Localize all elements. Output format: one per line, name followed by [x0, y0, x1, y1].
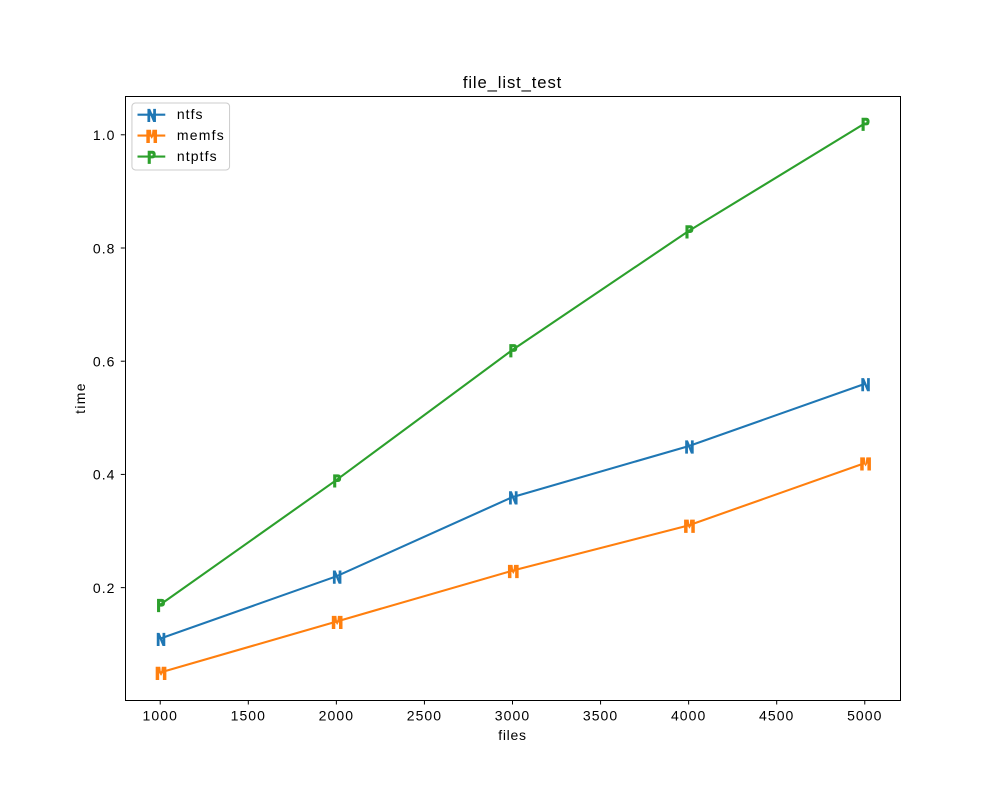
svg-text:5000: 5000	[847, 707, 882, 723]
svg-text:1500: 1500	[231, 707, 266, 723]
svg-text:ntfs: ntfs	[177, 106, 204, 122]
svg-text:3000: 3000	[495, 707, 530, 723]
svg-text:2000: 2000	[319, 707, 354, 723]
svg-text:4500: 4500	[759, 707, 794, 723]
svg-text:time: time	[72, 382, 88, 414]
svg-text:0.2: 0.2	[93, 580, 116, 596]
svg-text:files: files	[498, 727, 527, 743]
svg-text:0.8: 0.8	[93, 240, 116, 256]
svg-text:ntptfs: ntptfs	[177, 148, 218, 164]
svg-text:0.4: 0.4	[93, 467, 116, 483]
svg-text:memfs: memfs	[177, 127, 225, 143]
svg-text:0.6: 0.6	[93, 354, 116, 370]
svg-text:2500: 2500	[407, 707, 442, 723]
svg-text:4000: 4000	[671, 707, 706, 723]
svg-text:file_list_test: file_list_test	[463, 73, 562, 92]
svg-text:1.0: 1.0	[93, 127, 116, 143]
svg-text:1000: 1000	[143, 707, 178, 723]
svg-text:3500: 3500	[583, 707, 618, 723]
